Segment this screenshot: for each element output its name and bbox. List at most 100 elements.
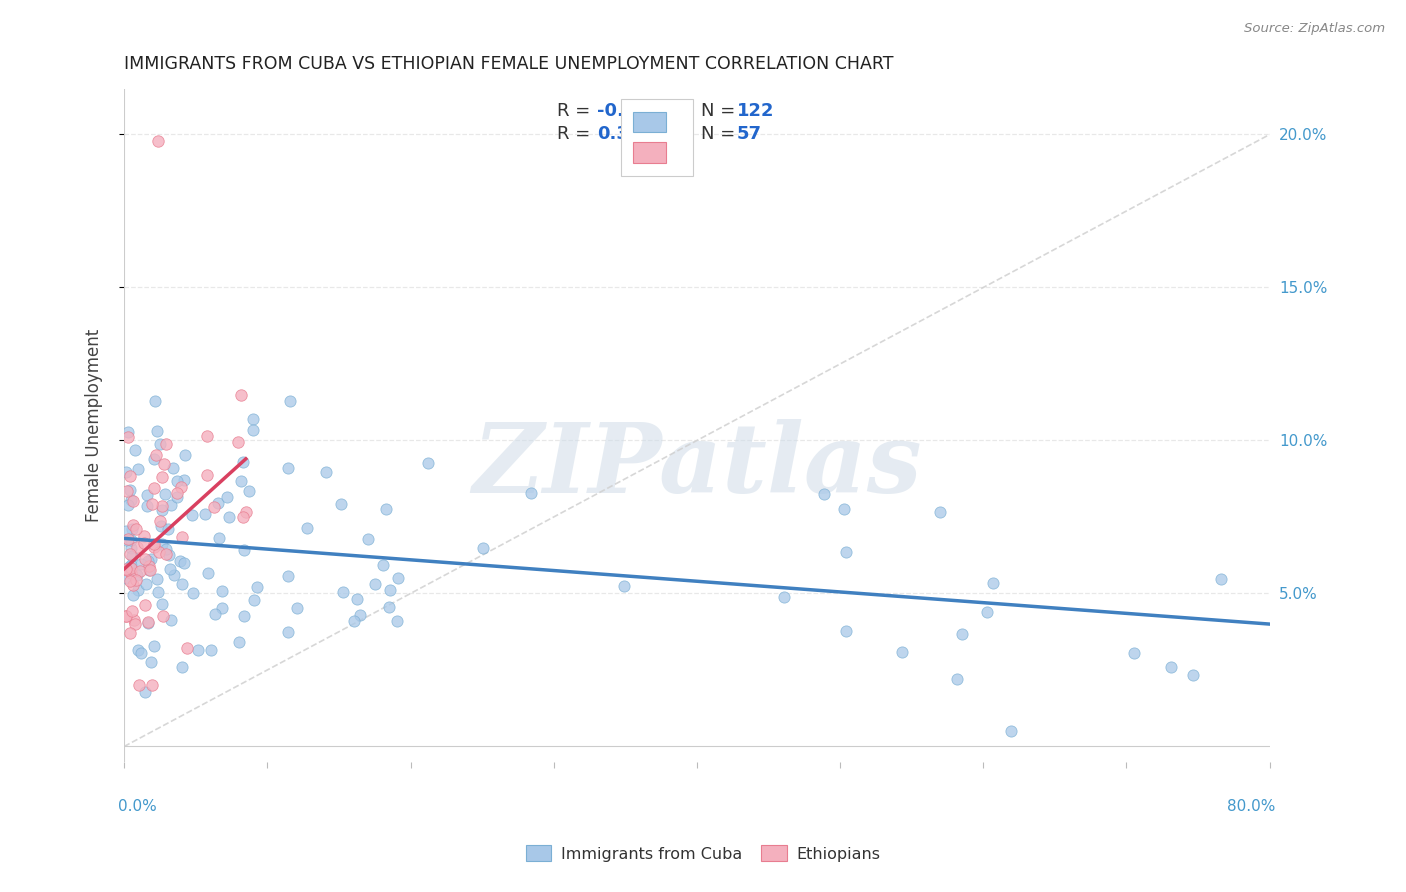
Point <box>118 468 141 483</box>
Point <box>149 519 172 533</box>
Point <box>125 573 148 587</box>
Point <box>242 593 264 607</box>
Point <box>235 505 257 519</box>
Point <box>277 568 299 582</box>
Point <box>1211 573 1233 587</box>
Point <box>232 542 254 557</box>
Point <box>173 473 195 487</box>
Point <box>176 640 198 655</box>
Point <box>136 615 159 629</box>
Point <box>122 518 145 533</box>
Point <box>142 481 165 495</box>
Point <box>226 435 249 450</box>
Point <box>981 575 1004 590</box>
Point <box>125 568 148 582</box>
Point <box>157 548 180 562</box>
Point <box>143 537 166 551</box>
Point <box>125 522 148 536</box>
Point <box>120 541 142 556</box>
Point <box>148 544 170 558</box>
Point <box>134 552 156 566</box>
Point <box>157 522 180 536</box>
Point <box>613 579 636 593</box>
Point <box>170 660 193 674</box>
Text: ZIPatlas: ZIPatlas <box>472 418 922 513</box>
Point <box>120 574 142 589</box>
Point <box>155 547 177 561</box>
Point <box>520 486 543 500</box>
Point <box>145 424 167 438</box>
Point <box>127 540 149 554</box>
Point <box>245 580 267 594</box>
Point <box>152 609 174 624</box>
Point <box>373 558 395 573</box>
Point <box>946 673 969 687</box>
Point <box>150 537 173 551</box>
Point <box>122 613 145 627</box>
Point <box>242 423 264 437</box>
Point <box>200 643 222 657</box>
Point <box>277 625 299 640</box>
Point <box>115 465 138 479</box>
Point <box>211 601 233 615</box>
Point <box>115 483 138 498</box>
Point <box>152 499 174 513</box>
Point <box>238 484 260 499</box>
Point <box>121 566 143 580</box>
Point <box>378 600 401 615</box>
Text: R =: R = <box>557 125 596 143</box>
Point <box>1123 646 1146 660</box>
Point <box>146 585 169 599</box>
Point <box>145 448 167 462</box>
Point <box>472 541 495 556</box>
Point <box>149 514 172 528</box>
Point <box>114 609 136 624</box>
Point <box>202 500 225 515</box>
Point <box>229 387 252 401</box>
Point <box>122 588 145 602</box>
Point <box>127 582 149 597</box>
Point <box>118 483 141 498</box>
Point <box>166 485 188 500</box>
Point <box>139 655 162 669</box>
Point <box>117 425 139 440</box>
Point <box>277 461 299 475</box>
Point <box>132 529 155 543</box>
Point <box>155 437 177 451</box>
Point <box>115 563 138 577</box>
Point <box>136 554 159 568</box>
Point <box>117 532 139 546</box>
Point <box>129 646 152 660</box>
Text: 57: 57 <box>737 125 762 143</box>
Point <box>148 134 170 148</box>
Point <box>159 498 181 512</box>
Point <box>138 615 160 630</box>
Point <box>117 430 139 444</box>
Point <box>180 508 202 522</box>
Point <box>134 684 156 698</box>
Point <box>228 635 250 649</box>
Point <box>120 558 142 573</box>
Text: 0.0%: 0.0% <box>118 799 157 814</box>
Text: R =: R = <box>557 102 596 120</box>
Point <box>162 567 184 582</box>
Point <box>120 626 142 640</box>
Point <box>832 501 855 516</box>
Point <box>166 490 188 504</box>
Point <box>208 531 231 545</box>
Point <box>114 562 136 576</box>
Point <box>195 467 218 482</box>
Point <box>195 429 218 443</box>
Point <box>976 605 998 619</box>
Point <box>153 487 176 501</box>
Point <box>141 551 163 566</box>
Point <box>166 474 188 488</box>
Point <box>153 458 176 472</box>
Point <box>120 561 142 575</box>
Point <box>813 487 835 501</box>
Point <box>120 533 142 547</box>
Point <box>218 510 240 524</box>
Point <box>315 465 337 479</box>
Point <box>145 572 167 586</box>
Point <box>1182 668 1205 682</box>
